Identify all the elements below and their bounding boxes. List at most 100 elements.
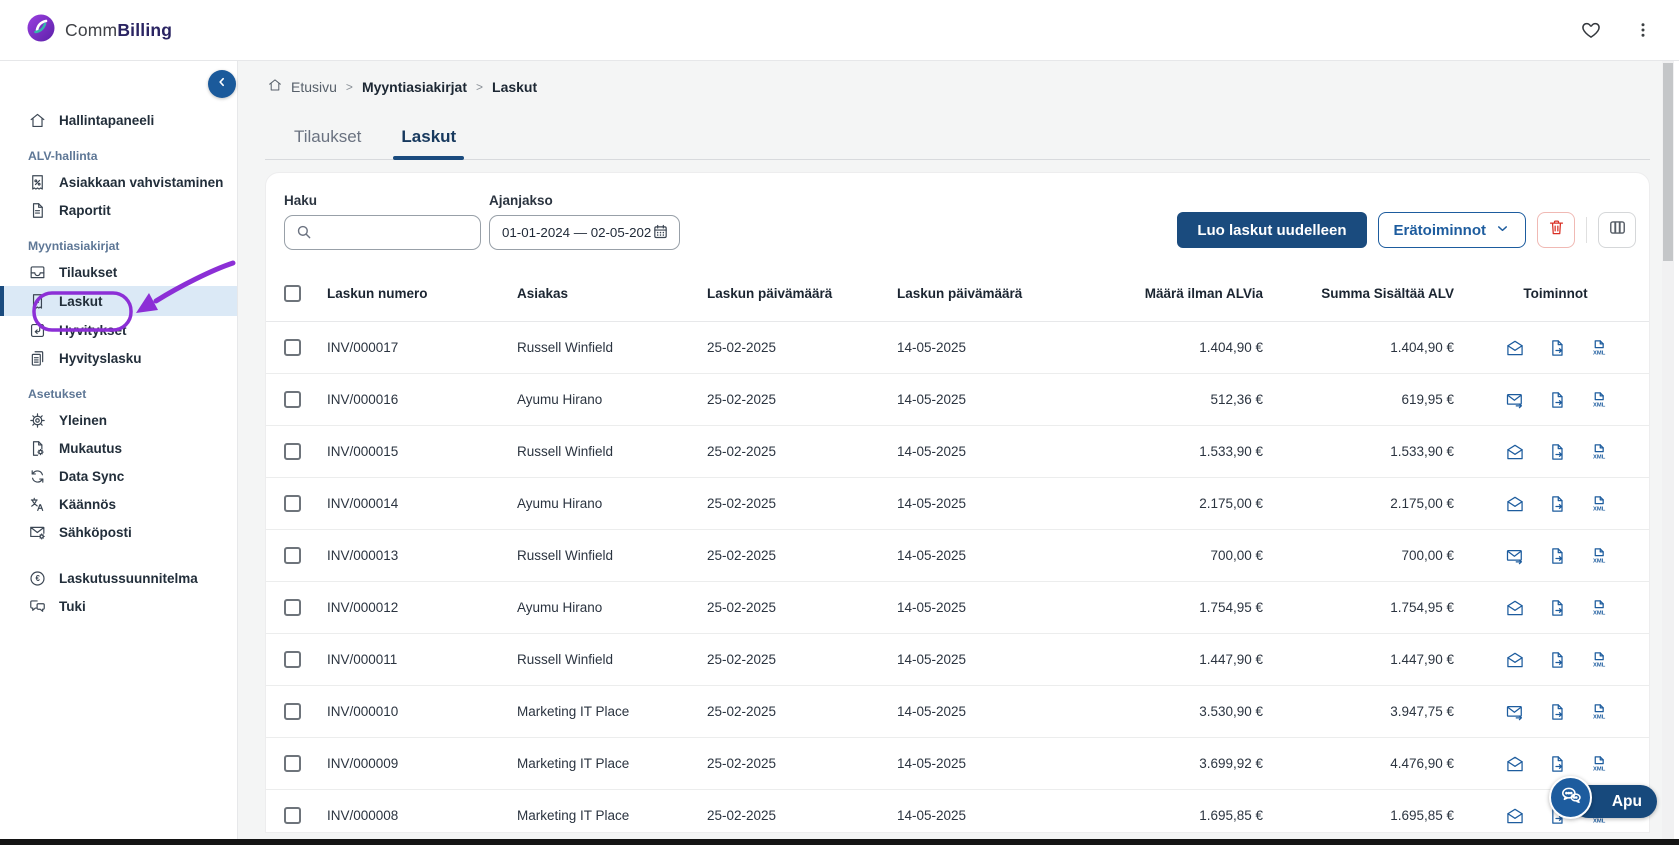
tab-laskut[interactable]: Laskut [397,121,460,159]
sidebar-item-data-sync[interactable]: Data Sync [0,462,237,490]
columns-settings-button[interactable] [1598,212,1636,248]
breadcrumb-item-myyntiasiakirjat[interactable]: Myyntiasiakirjat [362,79,467,95]
date-range-input[interactable]: 01-01-2024 — 02-05-202 [489,215,680,250]
sidebar-item-k-nn-s[interactable]: Käännös [0,490,237,518]
sidebar-item-label: Data Sync [59,469,124,484]
xml-file-icon[interactable]: XML [1588,597,1609,618]
sidebar-item-tuki[interactable]: Tuki [0,592,237,620]
sidebar-item-hallintapaneeli[interactable]: Hallintapaneeli [0,106,237,134]
help-chat-button[interactable] [1549,776,1592,819]
sidebar-item-label: Laskutussuunnitelma [59,571,198,586]
main-content: Etusivu>Myyntiasiakirjat>Laskut Tilaukse… [238,61,1662,839]
table-row[interactable]: INV/000009Marketing IT Place25-02-202514… [266,738,1649,790]
table-row[interactable]: INV/000013Russell Winfield25-02-202514-0… [266,530,1649,582]
xml-file-icon[interactable]: XML [1588,493,1609,514]
row-checkbox[interactable] [284,443,301,460]
export-document-icon[interactable] [1546,753,1567,774]
export-document-icon[interactable] [1546,545,1567,566]
mail-sent-icon[interactable] [1504,545,1525,566]
batch-actions-button[interactable]: Erätoiminnot [1378,212,1527,248]
row-actions: XML [1454,701,1649,722]
invoice-number: INV/000016 [327,392,517,407]
mail-open-icon[interactable] [1504,753,1525,774]
row-checkbox[interactable] [284,807,301,824]
table-header: Laskun numero Asiakas Laskun päivämäärä … [266,266,1649,322]
export-document-icon[interactable] [1546,701,1567,722]
table-row[interactable]: INV/000012Ayumu Hirano25-02-202514-05-20… [266,582,1649,634]
sidebar-item-asiakkaan-vahvistaminen[interactable]: Asiakkaan vahvistaminen [0,168,237,196]
mail-sent-icon[interactable] [1504,701,1525,722]
bottom-edge-bar [0,839,1679,845]
sidebar-collapse-button[interactable] [208,70,236,98]
due-date: 14-05-2025 [897,600,1087,615]
copy-document-icon [28,349,47,368]
table-row[interactable]: INV/000016Ayumu Hirano25-02-202514-05-20… [266,374,1649,426]
mail-open-icon[interactable] [1504,805,1525,826]
xml-file-icon[interactable]: XML [1588,389,1609,410]
sidebar-item-label: Hallintapaneeli [59,113,154,128]
xml-file-icon[interactable]: XML [1588,649,1609,670]
row-checkbox[interactable] [284,703,301,720]
mail-open-icon[interactable] [1504,597,1525,618]
table-row[interactable]: INV/000008Marketing IT Place25-02-202514… [266,790,1649,833]
sidebar-item-laskut[interactable]: €Laskut [0,286,237,316]
mail-open-icon[interactable] [1504,337,1525,358]
select-all-checkbox[interactable] [284,285,301,302]
table-row[interactable]: INV/000015Russell Winfield25-02-202514-0… [266,426,1649,478]
sidebar-item-label: Mukautus [59,441,122,456]
xml-file-icon[interactable]: XML [1588,441,1609,462]
gross-amount: 1.695,85 € [1263,808,1454,823]
breadcrumb-item-etusivu[interactable]: Etusivu [291,79,337,95]
search-input[interactable] [284,215,481,250]
sidebar-section-header: Myyntiasiakirjat [28,239,209,253]
export-document-icon[interactable] [1546,597,1567,618]
sidebar-item-label: Asiakkaan vahvistaminen [59,175,223,190]
kebab-menu-icon[interactable] [1631,18,1655,42]
row-actions: XML [1454,753,1649,774]
sidebar-item-s-hk-posti[interactable]: Sähköposti [0,518,237,546]
xml-file-icon[interactable]: XML [1588,753,1609,774]
mail-open-icon[interactable] [1504,441,1525,462]
tab-tilaukset[interactable]: Tilaukset [290,121,365,159]
mail-open-icon[interactable] [1504,649,1525,670]
export-document-icon[interactable] [1546,337,1567,358]
row-checkbox[interactable] [284,339,301,356]
receipt-percent-icon [28,173,47,192]
export-document-icon[interactable] [1546,493,1567,514]
xml-file-icon[interactable]: XML [1588,545,1609,566]
due-date: 14-05-2025 [897,704,1087,719]
row-checkbox[interactable] [284,651,301,668]
recreate-invoices-button[interactable]: Luo laskut uudelleen [1177,212,1366,248]
row-checkbox[interactable] [284,495,301,512]
delete-button[interactable] [1537,212,1575,248]
table-row[interactable]: INV/000010Marketing IT Place25-02-202514… [266,686,1649,738]
sidebar-gap [0,546,237,564]
row-checkbox[interactable] [284,547,301,564]
sidebar-item-hyvityslasku[interactable]: Hyvityslasku [0,344,237,372]
tray-icon [28,263,47,282]
scrollbar-thumb[interactable] [1663,63,1673,261]
table-row[interactable]: INV/000014Ayumu Hirano25-02-202514-05-20… [266,478,1649,530]
xml-file-icon[interactable]: XML [1588,701,1609,722]
row-checkbox[interactable] [284,599,301,616]
table-row[interactable]: INV/000017Russell Winfield25-02-202514-0… [266,322,1649,374]
export-document-icon[interactable] [1546,649,1567,670]
heart-icon[interactable] [1579,18,1603,42]
export-document-icon[interactable] [1546,389,1567,410]
row-checkbox[interactable] [284,755,301,772]
export-document-icon[interactable] [1546,441,1567,462]
mail-sent-icon[interactable] [1504,389,1525,410]
sidebar-item-yleinen[interactable]: Yleinen [0,406,237,434]
mail-open-icon[interactable] [1504,493,1525,514]
sidebar-item-raportit[interactable]: Raportit [0,196,237,224]
net-amount: 3.699,92 € [1087,756,1263,771]
brand-name: CommBilling [65,20,172,41]
gross-amount: 1.754,95 € [1263,600,1454,615]
sidebar-item-hyvitykset[interactable]: Hyvitykset [0,316,237,344]
row-checkbox[interactable] [284,391,301,408]
sidebar-item-mukautus[interactable]: Mukautus [0,434,237,462]
xml-file-icon[interactable]: XML [1588,337,1609,358]
sidebar-item-tilaukset[interactable]: Tilaukset [0,258,237,286]
table-row[interactable]: INV/000011Russell Winfield25-02-202514-0… [266,634,1649,686]
sidebar-item-laskutussuunnitelma[interactable]: €Laskutussuunnitelma [0,564,237,592]
